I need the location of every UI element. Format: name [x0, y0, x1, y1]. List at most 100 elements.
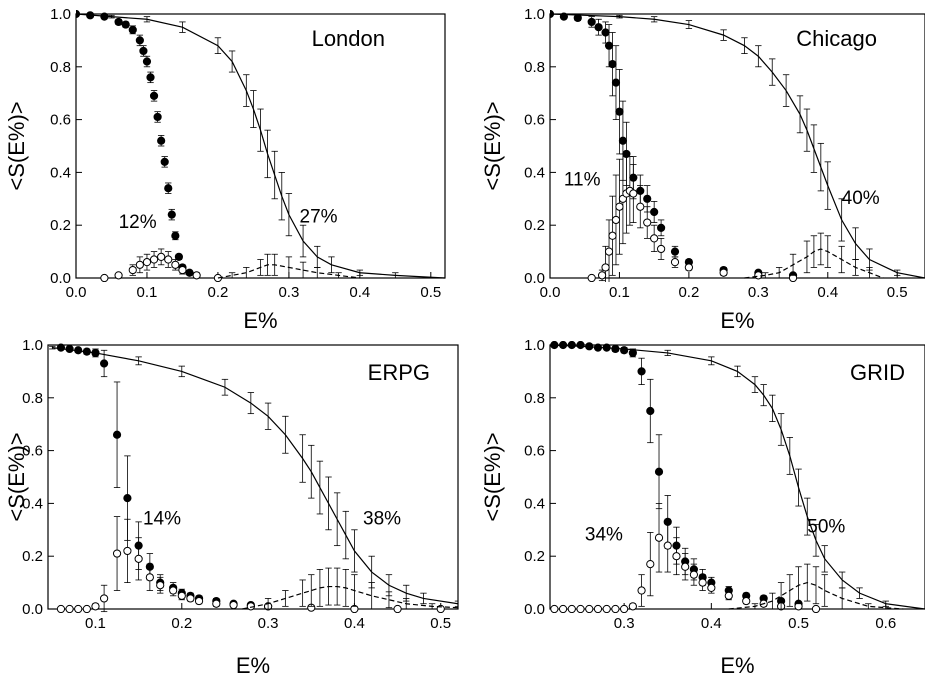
data-point-open — [164, 255, 173, 264]
y-tick-label: 1.0 — [50, 6, 71, 23]
y-tick-label: 0.6 — [50, 112, 71, 129]
y-tick-label: 0.4 — [524, 495, 545, 512]
y-axis-title: <S(E%)> — [480, 432, 505, 521]
y-tick-label: 1.0 — [524, 6, 545, 23]
data-point-filled — [637, 367, 646, 376]
series-filled-circles — [56, 343, 273, 611]
data-point-open — [149, 255, 159, 264]
data-point-filled — [167, 210, 176, 219]
data-point-open — [707, 583, 716, 592]
data-point-open — [684, 263, 693, 272]
percent-annotation: 27% — [300, 207, 338, 228]
series-dash-errorbars — [744, 232, 884, 279]
data-point-filled — [76, 10, 81, 19]
data-point-open — [637, 586, 646, 595]
data-point-filled — [567, 341, 576, 350]
data-point-filled — [157, 136, 166, 145]
plot-area — [76, 10, 445, 282]
data-point-filled — [74, 346, 83, 355]
data-point-filled — [615, 107, 624, 116]
x-tick-label: 0.1 — [609, 284, 630, 301]
data-point-open — [608, 231, 617, 240]
data-point-open — [74, 604, 83, 613]
data-point-open — [597, 271, 607, 280]
data-point-open — [156, 581, 165, 590]
data-point-filled — [185, 268, 194, 277]
chart-panel-grid: 0.3 0.4 0.5 0.6 0.0 0.2 0.4 0.6 0.8 1.0 E% <S(E%)> G… — [480, 337, 925, 678]
data-point-filled — [128, 25, 137, 34]
data-point-open — [620, 604, 629, 613]
x-axis-title: E% — [243, 308, 277, 333]
data-point-filled — [611, 344, 620, 354]
data-point-open — [65, 604, 74, 613]
x-tick-label: 0.5 — [887, 284, 908, 301]
data-point-filled — [174, 252, 183, 261]
data-point-filled — [628, 348, 637, 358]
y-tick-label: 0.8 — [22, 390, 43, 407]
data-point-open — [604, 247, 614, 256]
data-point-filled — [160, 157, 169, 166]
data-point-open — [567, 604, 576, 613]
data-point-open — [100, 594, 109, 603]
data-point-open — [628, 602, 637, 611]
data-point-open — [192, 271, 201, 280]
data-point-filled — [550, 10, 555, 19]
chart-panel-london: 0.0 0.1 0.2 0.3 0.4 0.5 0.0 0.2 0.4 0.6 0.8 1.0 E% <S… — [4, 6, 446, 333]
data-point-open — [123, 546, 132, 556]
y-tick-label: 0.2 — [524, 548, 545, 565]
data-point-filled — [146, 73, 155, 82]
data-point-open — [56, 604, 66, 613]
data-point-open — [576, 604, 585, 613]
data-point-open — [657, 244, 666, 254]
data-point-filled — [121, 20, 130, 29]
percent-annotation: 40% — [842, 188, 880, 209]
data-point-open — [212, 599, 221, 608]
series-filled-circles — [550, 10, 798, 280]
x-tick-label: 0.5 — [430, 615, 451, 632]
series-dash-errorbars — [217, 253, 360, 279]
data-point-open — [689, 570, 698, 579]
data-point-filled — [56, 343, 66, 352]
x-tick-label: 0.2 — [678, 284, 699, 301]
data-point-open — [229, 600, 238, 610]
data-point-filled — [153, 112, 162, 122]
panel-title: GRID — [850, 360, 905, 385]
y-axis-title: <S(E%)> — [4, 101, 29, 190]
data-point-filled — [114, 17, 123, 27]
y-tick-label: 0.4 — [50, 164, 71, 181]
data-point-open — [615, 202, 624, 211]
data-point-open — [672, 552, 681, 561]
data-point-filled — [171, 231, 180, 240]
series-open-circles — [587, 153, 798, 282]
data-point-open — [719, 268, 728, 277]
data-point-filled — [643, 194, 652, 203]
x-tick-label: 0.6 — [875, 615, 896, 632]
x-tick-label: 0.4 — [349, 284, 370, 301]
x-tick-label: 0.3 — [748, 284, 769, 301]
data-point-filled — [100, 12, 109, 21]
x-axis-title: E% — [236, 653, 270, 678]
data-point-open — [811, 604, 821, 613]
y-tick-label: 0.2 — [22, 548, 43, 565]
x-tick-label: 0.4 — [344, 615, 365, 632]
data-point-filled — [559, 12, 568, 21]
series-line — [728, 581, 904, 610]
data-point-open — [558, 604, 568, 613]
data-point-filled — [618, 136, 628, 145]
data-point-filled — [91, 348, 100, 358]
data-point-filled — [670, 247, 680, 256]
percent-annotation: 12% — [119, 212, 157, 233]
series-line — [550, 13, 925, 279]
data-point-filled — [608, 60, 617, 69]
series-line — [744, 248, 884, 279]
data-point-open — [629, 189, 638, 198]
x-tick-label: 0.1 — [85, 615, 106, 632]
y-tick-label: 0.0 — [22, 601, 43, 618]
x-tick-label: 0.5 — [420, 284, 441, 301]
chart-panel-chicago: 0.0 0.1 0.2 0.3 0.4 0.5 0.0 0.2 0.4 0.6 0.8 1.0 E% <S… — [480, 6, 925, 333]
data-point-filled — [593, 343, 603, 352]
x-tick-label: 0.2 — [207, 284, 228, 301]
y-tick-label: 0.2 — [524, 217, 545, 234]
data-point-open — [112, 549, 122, 558]
